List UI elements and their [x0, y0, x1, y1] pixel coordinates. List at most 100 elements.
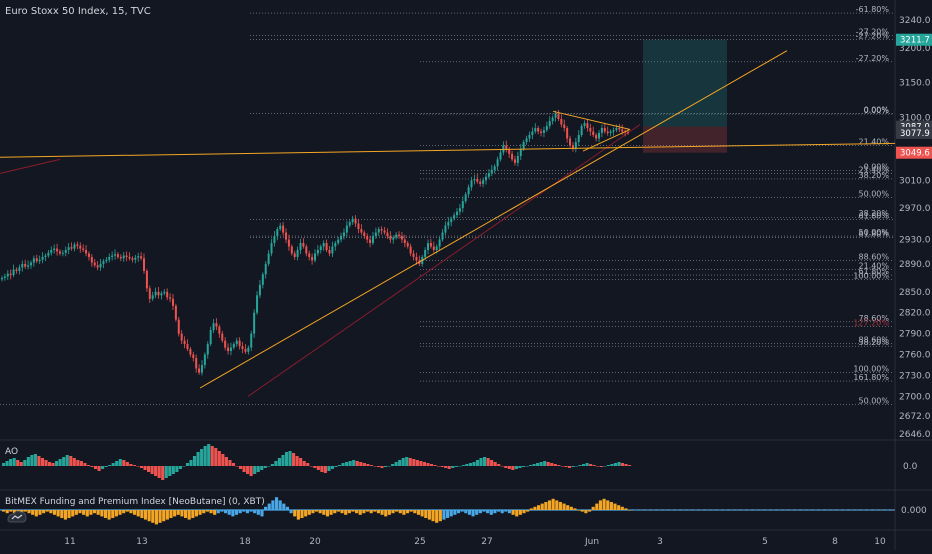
orange-support-trendline [199, 50, 788, 389]
candle-body [131, 258, 134, 260]
candle-body [15, 269, 18, 271]
ao-bar [157, 466, 161, 478]
funding-bar [264, 506, 268, 510]
candle-body [180, 333, 183, 341]
fib-level-label: 61.80% [858, 267, 889, 276]
ao-bar [419, 461, 423, 466]
candle-body [574, 141, 577, 149]
funding-bar [318, 510, 322, 514]
candle-body [189, 348, 192, 355]
funding-bar [449, 510, 453, 517]
candle-body [606, 131, 609, 133]
funding-bar [511, 510, 515, 515]
funding-bar [591, 506, 595, 510]
candle-body [516, 155, 519, 163]
long-position-stop-zone [643, 126, 727, 153]
candle-body [221, 333, 224, 341]
candle-body [232, 344, 235, 348]
candle-body [93, 262, 96, 266]
y-tick-label: 2930.0 [899, 236, 931, 246]
candle-body [450, 218, 453, 223]
price-marker-box [896, 120, 932, 133]
x-tick-label: 27 [481, 537, 492, 547]
funding-bar [216, 510, 220, 514]
chart-title: Euro Stoxx 50 Index, 15, TVC [5, 6, 151, 17]
ao-bar [454, 466, 458, 467]
funding-bar [446, 510, 450, 518]
funding-y-tick-label: 0.000 [901, 506, 927, 516]
funding-bar [628, 510, 632, 511]
candle-body [398, 234, 401, 237]
funding-bar [92, 510, 97, 514]
ao-bar [341, 463, 345, 466]
candle-body [38, 259, 41, 262]
ao-bar [200, 449, 204, 466]
funding-bar [617, 505, 621, 510]
funding-bar [387, 510, 391, 515]
ao-bar [475, 460, 480, 466]
ao-bar [30, 455, 34, 466]
candle-body [395, 234, 398, 238]
ao-bar [447, 466, 451, 469]
candle-body [316, 250, 319, 254]
funding-bar [358, 510, 362, 515]
candle-body [143, 258, 146, 271]
y-tick-label: 2790.0 [899, 330, 931, 340]
funding-bar [253, 510, 257, 514]
funding-bar [31, 510, 35, 515]
funding-bar [435, 510, 439, 523]
candle-body [41, 256, 44, 260]
candle-body [163, 291, 166, 294]
funding-bar [438, 510, 442, 522]
funding-bar [486, 510, 490, 514]
fib-level-label: 161.80% [853, 373, 889, 382]
funding-bar [544, 502, 548, 510]
funding-bar [624, 508, 628, 510]
ao-bar [44, 460, 48, 466]
ao-bar [603, 466, 607, 467]
candle-body [209, 330, 212, 345]
ao-bar [578, 465, 582, 466]
candle-body [224, 340, 227, 348]
candle-body [612, 130, 615, 132]
candle-body [447, 222, 450, 226]
funding-bar [456, 510, 461, 514]
candle-body [311, 256, 314, 261]
x-tick-label: Jun [584, 537, 599, 547]
fib-level-label: 38.20% [858, 209, 889, 218]
ao-bar [383, 466, 388, 467]
candle-body [415, 256, 418, 261]
funding-bar [573, 508, 577, 510]
candle-body [618, 128, 621, 130]
ao-bar [125, 462, 129, 466]
ao-bar [599, 466, 603, 467]
ao-bar [394, 462, 398, 466]
ao-bar [359, 462, 363, 466]
candle-body [554, 113, 557, 118]
candle-body [148, 288, 151, 299]
tradingview-logo-icon[interactable] [6, 508, 28, 524]
fib-level-label: 0.00% [864, 105, 890, 114]
ao-bar [327, 466, 331, 471]
ao-bar [624, 464, 628, 466]
ao-bar [192, 456, 197, 466]
fib-level-label: -61.80% [856, 5, 890, 14]
y-tick-label: 2730.0 [899, 371, 931, 381]
funding-bar [351, 510, 355, 512]
funding-bar [169, 510, 173, 518]
candle-body [328, 250, 331, 254]
funding-bar [307, 510, 311, 515]
ao-bar [433, 465, 437, 466]
ao-bar [472, 462, 476, 466]
candle-body [160, 293, 163, 296]
candle-body [270, 243, 273, 254]
ao-bar [284, 452, 289, 466]
candle-body [345, 225, 348, 233]
candle-body [108, 256, 111, 260]
ao-bar [387, 466, 391, 467]
ao-bar [550, 463, 554, 466]
candle-body [50, 250, 53, 253]
ao-bar [444, 466, 448, 468]
ao-bar [355, 461, 359, 466]
candle-body [325, 243, 328, 250]
